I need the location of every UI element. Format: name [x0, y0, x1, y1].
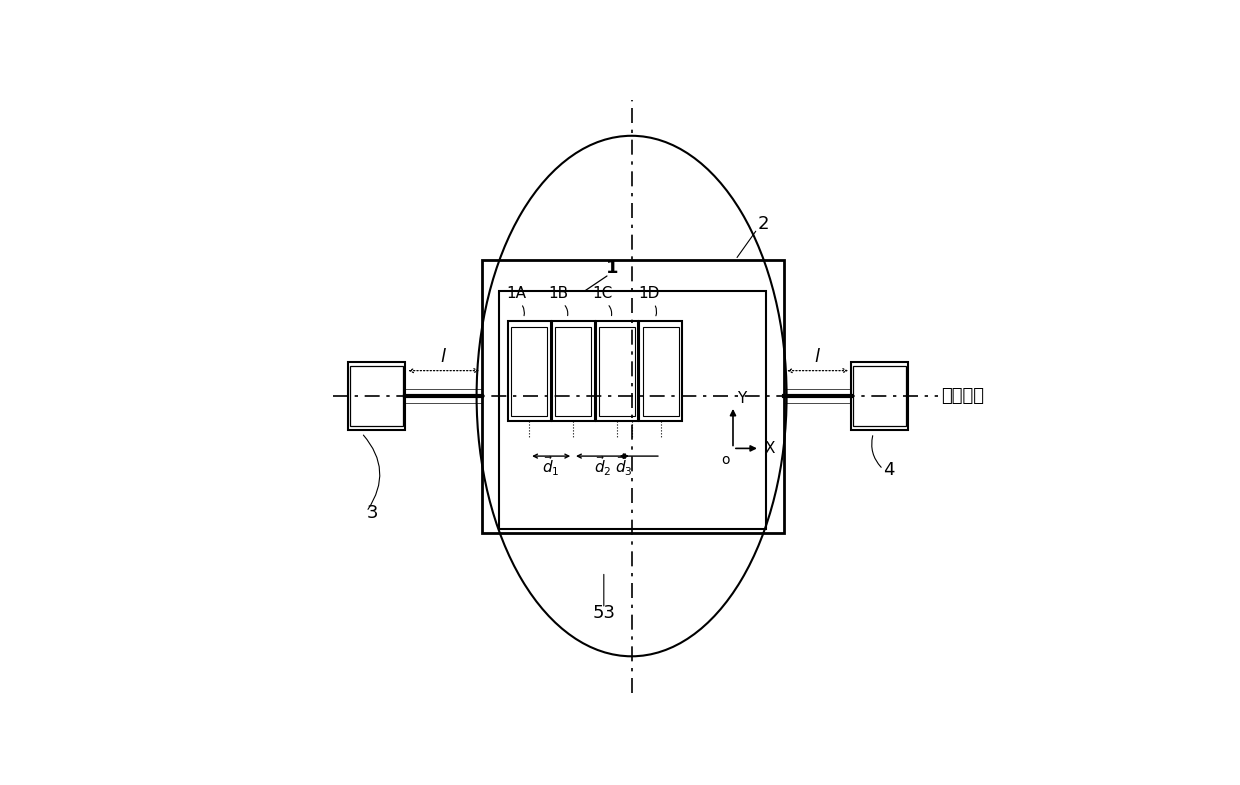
- Text: $l$: $l$: [815, 348, 821, 366]
- Text: 横向轴线: 横向轴线: [941, 387, 983, 405]
- Text: 3: 3: [367, 504, 378, 522]
- Text: Y: Y: [738, 391, 746, 406]
- Bar: [640, 321, 682, 422]
- Bar: [511, 327, 547, 416]
- Text: 4: 4: [883, 462, 894, 480]
- Bar: [595, 321, 639, 422]
- Text: 1A: 1A: [506, 286, 526, 301]
- Text: $\vec{d}_2$: $\vec{d}_2$: [594, 454, 611, 478]
- Text: $\vec{d}_3$: $\vec{d}_3$: [615, 454, 634, 478]
- Text: 1D: 1D: [639, 286, 660, 301]
- Bar: [351, 366, 403, 426]
- Text: 53: 53: [593, 604, 615, 622]
- Bar: [851, 362, 909, 430]
- Bar: [482, 260, 784, 533]
- Bar: [853, 366, 906, 426]
- Text: 1B: 1B: [548, 286, 569, 301]
- Text: X: X: [765, 441, 775, 456]
- Text: 1: 1: [606, 260, 619, 277]
- Text: $\vec{d}_1$: $\vec{d}_1$: [542, 454, 560, 478]
- Bar: [498, 290, 766, 529]
- Bar: [556, 327, 591, 416]
- Bar: [642, 327, 678, 416]
- Bar: [552, 321, 594, 422]
- Text: $l$: $l$: [440, 348, 448, 366]
- Text: 1C: 1C: [593, 286, 613, 301]
- Text: o: o: [722, 453, 730, 467]
- Bar: [508, 321, 551, 422]
- Bar: [348, 362, 405, 430]
- Bar: [599, 327, 635, 416]
- Text: 2: 2: [758, 215, 769, 233]
